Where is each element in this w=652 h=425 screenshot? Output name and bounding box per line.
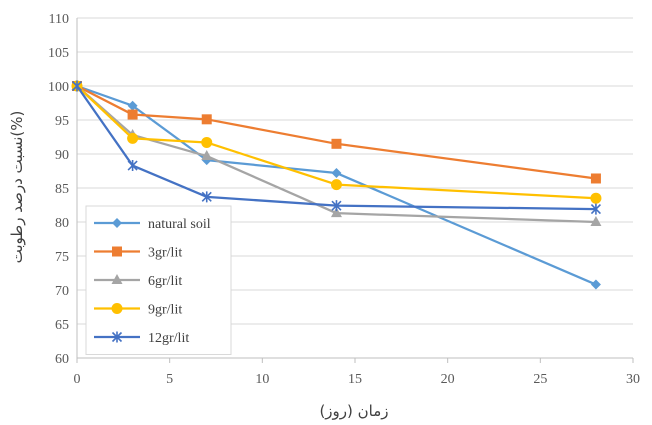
legend-item: natural soil: [94, 217, 211, 232]
data-point: [590, 279, 601, 290]
data-point: [127, 100, 138, 111]
legend-item: 3gr/lit: [94, 246, 182, 261]
legend-marker: [112, 218, 122, 228]
x-tick-label: 10: [255, 372, 269, 387]
data-point: [590, 173, 601, 184]
y-tick-label: 90: [55, 148, 69, 163]
y-tick-label: 105: [48, 46, 69, 61]
y-tick-labels: 60 65 70 75 80 85 90 95 100 105 110: [48, 12, 69, 367]
data-point: [330, 179, 342, 191]
legend-marker: [112, 246, 122, 257]
x-tick-label: 25: [533, 372, 547, 387]
legend-item: 6gr/lit: [94, 274, 182, 289]
x-tick-label: 0: [74, 372, 81, 387]
data-point: [330, 207, 342, 218]
data-point: [127, 109, 138, 120]
legend-label: natural soil: [148, 217, 211, 232]
data-point: [331, 168, 342, 179]
data-point: [331, 200, 342, 212]
series-4: [71, 80, 601, 215]
legend-item: 12gr/lit: [94, 331, 189, 346]
y-tick-label: 110: [49, 12, 69, 27]
x-tick-labels: 0 5 10 15 20 25 30: [74, 372, 641, 387]
data-point: [590, 216, 602, 226]
data-point: [331, 138, 342, 149]
data-point: [201, 150, 213, 161]
y-tick-label: 75: [55, 250, 69, 265]
data-point: [127, 160, 138, 172]
legend-item: 9gr/lit: [94, 303, 182, 318]
y-tick-label: 70: [55, 284, 69, 299]
legend: natural soil 3gr/lit 6gr/lit 9gr/lit 12gr/li…: [85, 205, 232, 355]
y-tick-label: 100: [48, 80, 69, 95]
data-point: [590, 192, 602, 204]
legend-label: 6gr/lit: [148, 274, 182, 289]
data-point: [201, 191, 212, 203]
legend-marker: [111, 274, 123, 284]
y-tick-label: 80: [55, 216, 69, 231]
legend-label: 9gr/lit: [148, 303, 182, 318]
x-tick-label: 5: [166, 372, 173, 387]
x-tick-label: 20: [441, 372, 455, 387]
y-tick-label: 95: [55, 114, 69, 129]
data-point: [590, 203, 601, 215]
data-point: [71, 80, 83, 92]
x-tick-label: 15: [348, 372, 362, 387]
y-axis-title: نسبت درصد رطوبت(%): [8, 111, 26, 264]
y-tick-label: 65: [55, 318, 69, 333]
data-point: [201, 136, 213, 148]
axes: [76, 18, 634, 363]
x-tick-label: 30: [626, 372, 640, 387]
y-tick-label: 60: [55, 352, 69, 367]
y-tick-label: 85: [55, 182, 69, 197]
series-line: [76, 84, 597, 180]
legend-marker: [111, 331, 123, 343]
data-point: [201, 114, 212, 125]
legend-marker: [111, 303, 123, 314]
legend-label: 3gr/lit: [148, 246, 182, 261]
series-group: [71, 80, 602, 290]
legend-label: 12gr/lit: [148, 331, 189, 346]
x-axis-title: زمان (روز): [319, 402, 388, 420]
data-point: [127, 132, 139, 144]
